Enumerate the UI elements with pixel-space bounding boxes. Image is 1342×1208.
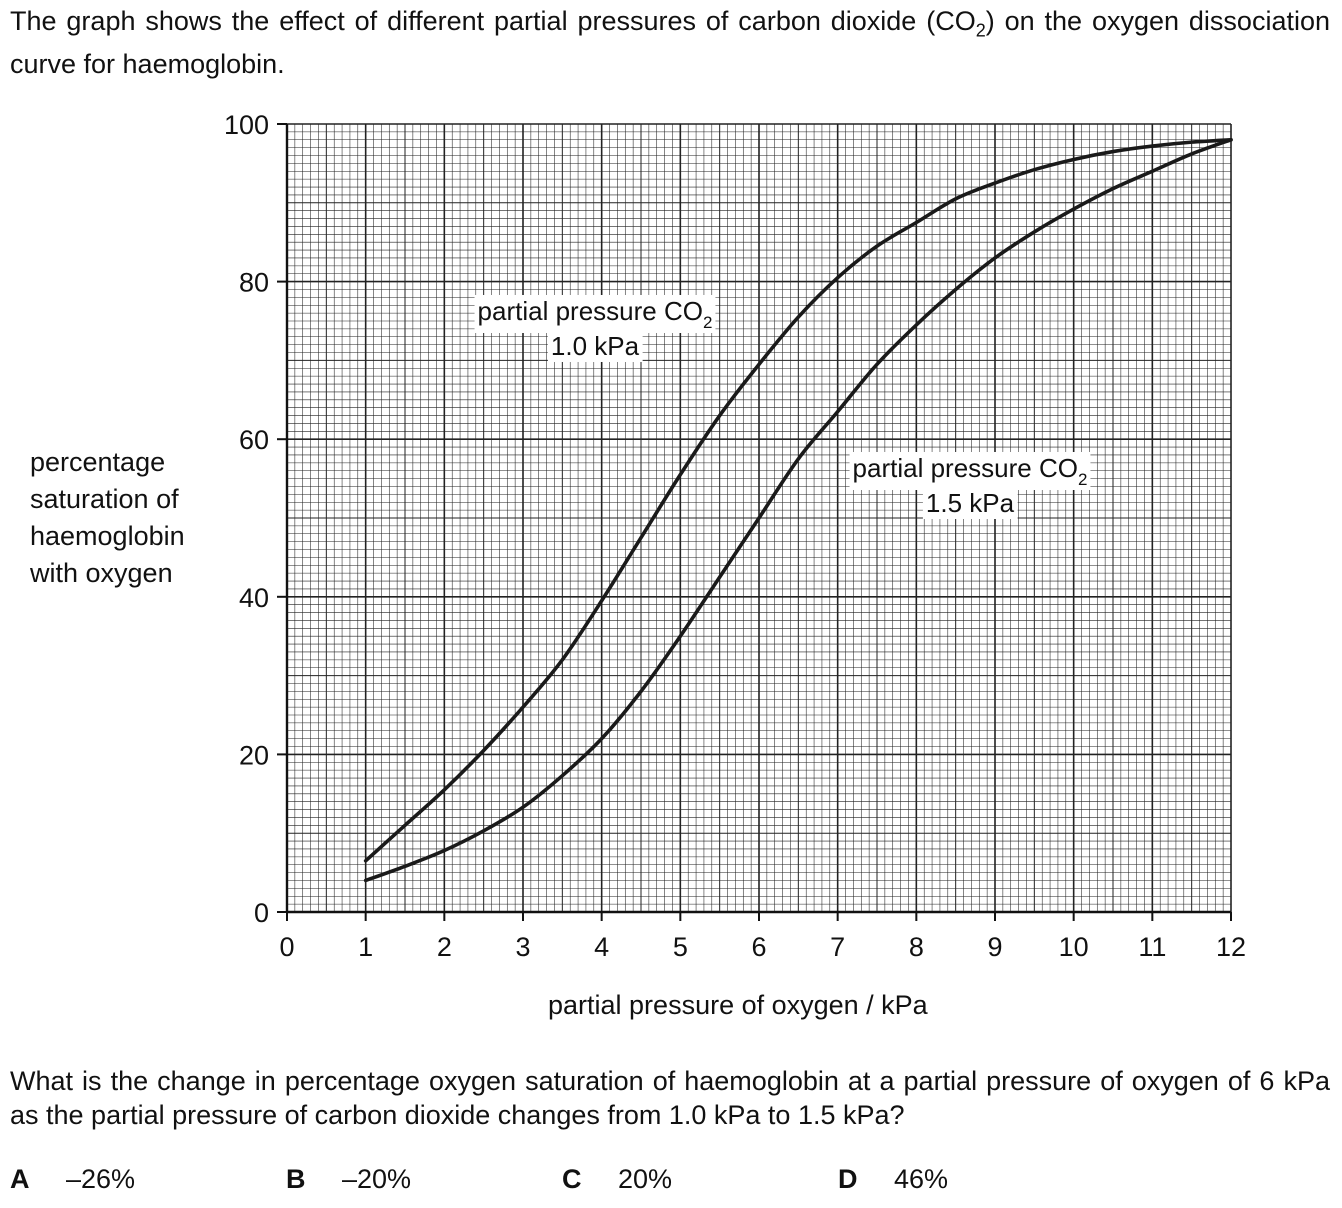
curve-label-line2: 1.5 kPa [926, 488, 1015, 518]
option-value: 20% [618, 1164, 673, 1194]
x-tick-label: 9 [987, 932, 1002, 962]
option-letter: B [286, 1164, 306, 1194]
curve-co2-1-0-kpa [363, 137, 1233, 863]
x-tick-label: 3 [515, 932, 530, 962]
option-value: –20% [342, 1164, 412, 1194]
option-a[interactable]: A –26% [10, 1164, 135, 1195]
y-tick-label: 60 [239, 425, 269, 455]
curve-label-bg [547, 330, 643, 362]
curve-co2-1-5-kpa [363, 137, 1233, 883]
curve-label-line1: partial pressure CO2 [853, 453, 1088, 489]
curve-label-bg [474, 295, 716, 333]
y-tick-label: 40 [239, 583, 269, 613]
x-tick-label: 8 [909, 932, 924, 962]
curve-label-line1: partial pressure CO2 [478, 296, 713, 332]
axes [277, 123, 1232, 921]
x-tick-label: 7 [830, 932, 845, 962]
option-b[interactable]: B –20% [286, 1164, 411, 1195]
curve-label-line2: 1.0 kPa [551, 331, 640, 361]
y-axis-label-line: percentage [30, 447, 166, 477]
x-tick-label: 0 [279, 932, 294, 962]
curve-label-subscript: 2 [1078, 470, 1087, 489]
y-tick-label: 100 [224, 110, 269, 140]
y-axis-label-line: saturation of [30, 484, 179, 514]
y-axis-label-line: haemoglobin [30, 521, 185, 551]
option-letter: D [838, 1164, 858, 1194]
curves [363, 137, 1233, 883]
option-letter: A [10, 1164, 30, 1194]
x-tick-label: 10 [1059, 932, 1089, 962]
answer-options: A –26% B –20% C 20% D 46% [0, 1164, 1342, 1204]
intro-text: The graph shows the effect of different … [10, 4, 1330, 81]
y-axis-label: percentage saturation of haemoglobin wit… [30, 444, 185, 592]
curve-label-bg [849, 452, 1091, 490]
x-tick-label: 11 [1138, 932, 1166, 962]
x-tick-label: 5 [673, 932, 688, 962]
curve-label-text: partial pressure CO [478, 296, 703, 326]
y-tick-label: 80 [239, 268, 269, 298]
x-tick-label: 1 [358, 932, 373, 962]
y-tick-label: 20 [239, 740, 269, 770]
option-d[interactable]: D 46% [838, 1164, 948, 1195]
question-text: What is the change in percentage oxygen … [10, 1066, 1330, 1130]
intro-subscript: 2 [975, 20, 986, 41]
intro-line1-end: ) on the oxygen dissociation curve for h… [10, 6, 1330, 80]
y-tick-label: 0 [254, 898, 269, 928]
y-axis-label-line: with oxygen [30, 558, 173, 588]
option-letter: C [562, 1164, 582, 1194]
curve-label-text: partial pressure CO [853, 453, 1078, 483]
option-value: 46% [894, 1164, 949, 1194]
x-tick-label: 12 [1216, 932, 1246, 962]
curve-label-subscript: 2 [703, 313, 712, 332]
x-tick-label: 2 [437, 932, 452, 962]
option-value: –26% [66, 1164, 136, 1194]
x-axis-label: partial pressure of oxygen / kPa [548, 990, 928, 1020]
x-tick-label: 4 [594, 932, 609, 962]
x-tick-label: 6 [751, 932, 766, 962]
intro-line1: The graph shows the effect of different … [10, 6, 976, 36]
curve-label-bg [922, 487, 1018, 519]
option-c[interactable]: C 20% [562, 1164, 672, 1195]
